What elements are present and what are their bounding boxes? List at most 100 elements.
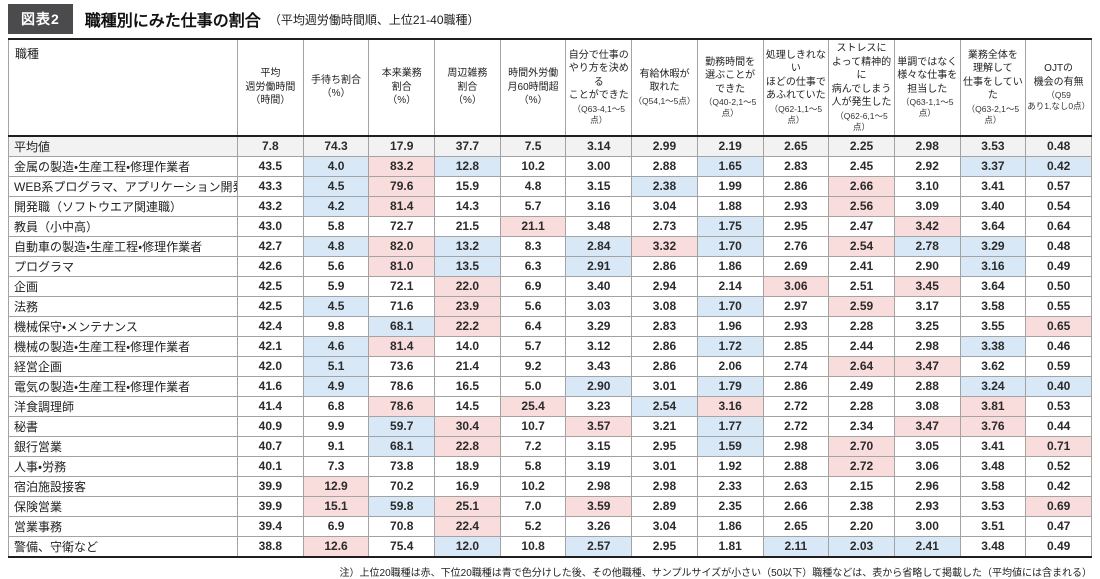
cell-value: 2.19 [696, 135, 764, 157]
cell-value: 3.05 [893, 435, 961, 457]
cell-value: 3.21 [631, 415, 698, 437]
cell-value: 2.33 [696, 475, 764, 497]
cell-value: 39.4 [237, 515, 304, 537]
cell-value: 3.23 [565, 395, 633, 417]
cell-value: 40.9 [237, 415, 304, 437]
cell-value: 59.8 [368, 495, 436, 517]
cell-value: 6.4 [499, 315, 567, 337]
column-header-8: 勤務時間を 選ぶことが できた （Q40-2,1～5点） [696, 38, 764, 137]
occupation-name: 法務 [8, 295, 238, 317]
column-header-4: 周辺雑務 割合 （%） [434, 38, 501, 137]
cell-value: 3.62 [959, 355, 1027, 377]
cell-value: 3.64 [959, 215, 1027, 237]
column-header-9: 処理しきれない ほどの仕事で あふれていた （Q62-1,1～5点） [762, 38, 830, 137]
cell-value: 2.72 [762, 415, 830, 437]
cell-value: 0.50 [1025, 275, 1092, 297]
cell-value: 3.57 [565, 415, 633, 437]
occupation-name: 警備、守衛など [8, 535, 238, 558]
cell-value: 2.88 [893, 375, 961, 397]
cell-value: 1.72 [696, 335, 764, 357]
cell-value: 2.45 [828, 155, 895, 177]
cell-value: 2.72 [828, 455, 895, 477]
cell-value: 3.14 [565, 135, 633, 157]
table-row: 電気の製造・生産工程・修理作業者 41.6 4.9 78.6 16.5 5.0 2.90 3.… [8, 375, 1092, 397]
cell-value: 0.48 [1025, 235, 1092, 257]
cell-value: 5.6 [302, 255, 370, 277]
cell-value: 2.96 [893, 475, 961, 497]
cell-value: 40.7 [237, 435, 304, 457]
cell-value: 5.2 [499, 515, 567, 537]
cell-value: 2.11 [762, 535, 830, 558]
cell-value: 21.5 [434, 215, 501, 237]
cell-value: 2.63 [762, 475, 830, 497]
cell-value: 5.7 [499, 335, 567, 357]
table-row: 法務 42.5 4.5 71.6 23.9 5.6 3.03 3.08 1.70 2.97 2.59… [8, 295, 1092, 317]
cell-value: 71.6 [368, 295, 436, 317]
cell-value: 83.2 [368, 155, 436, 177]
cell-value: 2.15 [828, 475, 895, 497]
cell-value: 3.58 [959, 295, 1027, 317]
cell-value: 1.65 [696, 155, 764, 177]
occupation-name: 宿泊施設接客 [8, 475, 238, 497]
cell-value: 2.86 [631, 355, 698, 377]
occupation-name: 自動車の製造・生産工程・修理作業者 [8, 235, 238, 257]
cell-value: 0.48 [1025, 135, 1092, 157]
cell-value: 78.6 [368, 375, 436, 397]
cell-value: 1.99 [696, 175, 764, 197]
cell-value: 2.98 [565, 475, 633, 497]
cell-value: 3.40 [959, 195, 1027, 217]
cell-value: 2.25 [828, 135, 895, 157]
cell-value: 2.57 [565, 535, 633, 558]
cell-value: 2.91 [565, 255, 633, 277]
cell-value: 2.28 [828, 315, 895, 337]
cell-value: 43.3 [237, 175, 304, 197]
cell-value: 1.81 [696, 535, 764, 558]
cell-value: 0.52 [1025, 455, 1092, 477]
cell-value: 3.40 [565, 275, 633, 297]
cell-value: 0.53 [1025, 395, 1092, 417]
cell-value: 9.9 [302, 415, 370, 437]
cell-value: 2.64 [828, 355, 895, 377]
column-header-1: 平均 週労働時間 （時間） [237, 38, 304, 137]
cell-value: 2.92 [893, 155, 961, 177]
cell-value: 16.9 [434, 475, 501, 497]
cell-value: 3.76 [959, 415, 1027, 437]
cell-value: 2.14 [696, 275, 764, 297]
cell-value: 2.35 [696, 495, 764, 517]
cell-value: 0.49 [1025, 535, 1092, 558]
cell-value: 2.28 [828, 395, 895, 417]
cell-value: 9.2 [499, 355, 567, 377]
cell-value: 3.15 [565, 175, 633, 197]
cell-value: 3.04 [631, 515, 698, 537]
cell-value: 21.1 [499, 215, 567, 237]
cell-value: 40.1 [237, 455, 304, 477]
cell-value: 2.83 [762, 155, 830, 177]
table-body: 平均値 7.8 74.3 17.9 37.7 7.5 3.14 2.99 2.19 2.65 2.2… [8, 135, 1092, 558]
cell-value: 3.06 [893, 455, 961, 477]
cell-value: 3.06 [762, 275, 830, 297]
column-header-12: 業務全体を 理解して 仕事をしていた （Q63-2,1～5点） [959, 38, 1027, 137]
cell-value: 21.4 [434, 355, 501, 377]
cell-value: 74.3 [302, 135, 370, 157]
cell-value: 2.93 [893, 495, 961, 517]
cell-value: 2.88 [762, 455, 830, 477]
table-row: 営業事務 39.4 6.9 70.8 22.4 5.2 3.26 3.04 1.86 2.65 2.… [8, 515, 1092, 537]
cell-value: 1.86 [696, 515, 764, 537]
cell-value: 3.16 [696, 395, 764, 417]
cell-value: 25.4 [499, 395, 567, 417]
cell-value: 2.78 [893, 235, 961, 257]
occupation-name: 機械の製造・生産工程・修理作業者 [8, 335, 238, 357]
cell-value: 2.98 [762, 435, 830, 457]
cell-value: 10.2 [499, 155, 567, 177]
cell-value: 6.3 [499, 255, 567, 277]
cell-value: 14.3 [434, 195, 501, 217]
cell-value: 3.08 [893, 395, 961, 417]
cell-value: 43.2 [237, 195, 304, 217]
cell-value: 5.8 [302, 215, 370, 237]
cell-value: 72.7 [368, 215, 436, 237]
figure-title: 職種別にみた仕事の割合 [84, 13, 261, 30]
cell-value: 10.2 [499, 475, 567, 497]
cell-value: 1.92 [696, 455, 764, 477]
cell-value: 3.17 [893, 295, 961, 317]
cell-value: 6.9 [302, 515, 370, 537]
